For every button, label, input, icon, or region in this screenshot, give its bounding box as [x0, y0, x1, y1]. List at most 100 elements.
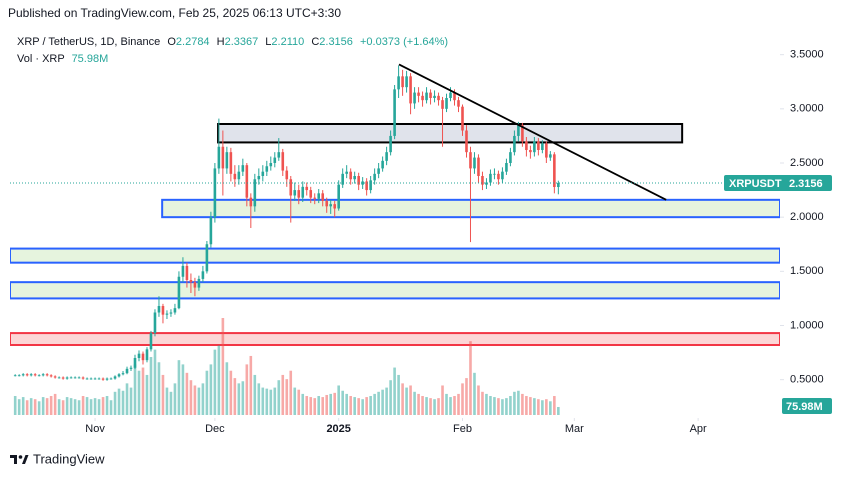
- volume-bar: [365, 397, 368, 415]
- candle-body: [453, 92, 456, 101]
- volume-bar: [517, 390, 520, 415]
- volume-bar: [21, 397, 25, 415]
- volume-bar: [17, 399, 21, 415]
- volume-bar: [529, 397, 532, 415]
- candle-body: [201, 271, 205, 279]
- candle-body: [337, 184, 340, 209]
- volume-bar: [293, 387, 297, 415]
- candle-body: [429, 92, 432, 98]
- candle-body: [321, 193, 325, 201]
- candle-body: [209, 217, 213, 245]
- volume-bar: [233, 378, 237, 415]
- trendline: [398, 63, 667, 201]
- volume-bar: [369, 396, 372, 415]
- candle-body: [269, 163, 273, 167]
- candle-body: [397, 76, 400, 90]
- y-tick-label: 0.5000: [790, 374, 824, 386]
- volume-bar: [457, 393, 460, 415]
- volume-bar: [481, 391, 484, 415]
- volume-bar: [61, 400, 65, 415]
- x-tick-label: 2025: [326, 423, 350, 435]
- volume-bar: [77, 400, 81, 415]
- y-tick-label: 2.5000: [790, 157, 824, 169]
- candle-body: [365, 181, 368, 191]
- volume-bar: [169, 391, 173, 415]
- volume-bar: [225, 362, 229, 415]
- volume-bar: [113, 391, 117, 415]
- volume-bar: [189, 380, 193, 415]
- volume-bar: [245, 364, 249, 415]
- volume-bar: [521, 393, 524, 415]
- volume-bar: [265, 388, 269, 415]
- candle-body: [85, 378, 89, 380]
- volume-bar: [341, 390, 344, 415]
- candle-body: [61, 377, 65, 379]
- candle-body: [381, 160, 384, 169]
- volume-bar: [89, 399, 93, 415]
- candle-body: [413, 92, 416, 104]
- volume-bar: [417, 393, 420, 415]
- volume-bar: [473, 372, 476, 415]
- candle-body: [157, 306, 161, 313]
- symbol: XRP / TetherUS, 1D, Binance: [17, 36, 160, 48]
- ohlc-key: L: [265, 36, 271, 48]
- candle-body: [233, 173, 237, 180]
- candle-body: [421, 95, 424, 101]
- candle-body: [525, 141, 528, 150]
- candle-body: [29, 374, 33, 376]
- ohlc-value: 2.3367: [225, 36, 259, 48]
- volume-bar: [525, 396, 528, 415]
- volume-bar: [385, 387, 388, 415]
- symbol-line: XRP / TetherUS, 1D, Binance O2.2784 H2.3…: [17, 36, 448, 48]
- volume-bar: [185, 372, 189, 415]
- candle-body: [97, 378, 101, 380]
- ohlc-key: O: [167, 36, 176, 48]
- volume-bar: [85, 397, 89, 415]
- volume-bar: [149, 357, 153, 415]
- candle-body: [357, 176, 360, 185]
- candle-body: [117, 374, 121, 377]
- candle-body: [57, 377, 61, 379]
- candle-body: [249, 197, 253, 207]
- volume-bar: [65, 397, 69, 415]
- candle-body: [461, 106, 464, 131]
- candle-body: [369, 180, 372, 191]
- y-tick-label: 1.0000: [790, 319, 824, 331]
- volume-bar: [533, 398, 536, 415]
- volume-bar: [301, 393, 305, 415]
- zone: [10, 281, 780, 300]
- volume-bar: [433, 399, 436, 415]
- volume-bar: [405, 387, 408, 415]
- candle-body: [297, 190, 301, 198]
- volume-bar: [249, 355, 253, 415]
- candle-body: [217, 146, 221, 169]
- candle-body: [317, 193, 321, 199]
- volume-bar: [133, 364, 137, 415]
- volume-bar: [237, 383, 241, 415]
- candle-body: [385, 152, 388, 161]
- volume-bar: [37, 401, 41, 415]
- candle-body: [225, 152, 229, 169]
- candle-body: [433, 95, 436, 98]
- volume-bar: [261, 387, 265, 415]
- volume-bar: [309, 397, 313, 415]
- volume-bar: [489, 396, 492, 415]
- candle-body: [377, 168, 380, 174]
- x-tick-label: Feb: [453, 423, 472, 435]
- x-tick-label: Apr: [690, 423, 707, 435]
- volume-bar: [289, 370, 293, 415]
- candle-body: [281, 152, 285, 171]
- volume-bar: [205, 370, 209, 415]
- volume-bar: [413, 391, 416, 415]
- candle-body: [277, 152, 281, 158]
- candle-body: [109, 378, 113, 380]
- volume-bar: [53, 393, 57, 415]
- volume-bar: [69, 398, 73, 415]
- volume-bar: [181, 364, 185, 415]
- y-tick-label: 2.0000: [790, 211, 824, 223]
- candle-body: [425, 92, 428, 101]
- volume-bar: [421, 396, 424, 415]
- candle-body: [473, 157, 476, 169]
- volume-bar: [93, 398, 97, 415]
- x-tick-label: Nov: [85, 423, 105, 435]
